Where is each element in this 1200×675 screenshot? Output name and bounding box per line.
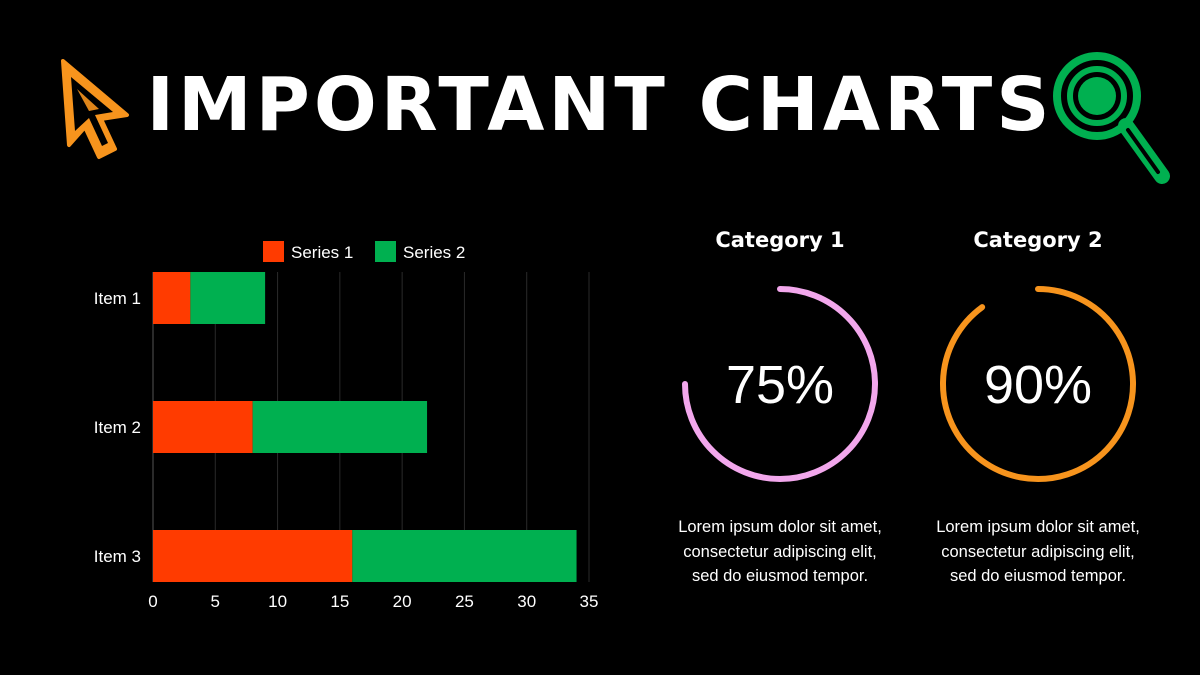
cursor-arrow-icon — [61, 59, 129, 159]
category-2-progress-ring — [940, 286, 1136, 482]
stacked-bar-chart: Series 1 Series 2 0 5 10 15 20 25 30 35 Item 1 Ite… — [94, 241, 599, 611]
category-1-description: Lorem ipsum dolor sit amet, consectetur … — [678, 518, 882, 585]
bar-item-1-series-1 — [153, 272, 191, 324]
category-1-progress-ring — [682, 286, 878, 482]
legend-swatch-series-1 — [263, 241, 284, 262]
category-1-title: Category 1 — [715, 228, 845, 252]
y-category-label: Item 3 — [94, 547, 141, 566]
x-tick-label: 5 — [211, 592, 220, 611]
bar-item-3-series-2 — [352, 530, 577, 582]
x-tick-label: 25 — [455, 592, 474, 611]
x-tick-label: 10 — [268, 592, 287, 611]
legend-swatch-series-2 — [375, 241, 396, 262]
y-category-label: Item 1 — [94, 289, 141, 308]
magnifying-glass-icon — [1053, 52, 1170, 184]
x-tick-label: 20 — [393, 592, 412, 611]
category-1-percentage: 75% — [725, 355, 835, 415]
bar-item-1-series-2 — [190, 272, 266, 324]
legend-label-series-1: Series 1 — [291, 243, 353, 262]
x-tick-label: 0 — [148, 592, 157, 611]
x-tick-label: 15 — [330, 592, 349, 611]
y-category-label: Item 2 — [94, 418, 141, 437]
category-2-title: Category 2 — [973, 228, 1103, 252]
page-title: IMPORTANT CHARTS — [146, 62, 1054, 148]
category-2-percentage: 90% — [983, 355, 1093, 415]
bar-item-3-series-1 — [153, 530, 353, 582]
bar-item-2-series-1 — [153, 401, 253, 453]
bar-item-2-series-2 — [252, 401, 428, 453]
category-2-description: Lorem ipsum dolor sit amet, consectetur … — [936, 518, 1140, 585]
x-tick-label: 30 — [517, 592, 536, 611]
legend-label-series-2: Series 2 — [403, 243, 465, 262]
x-tick-label: 35 — [580, 592, 599, 611]
